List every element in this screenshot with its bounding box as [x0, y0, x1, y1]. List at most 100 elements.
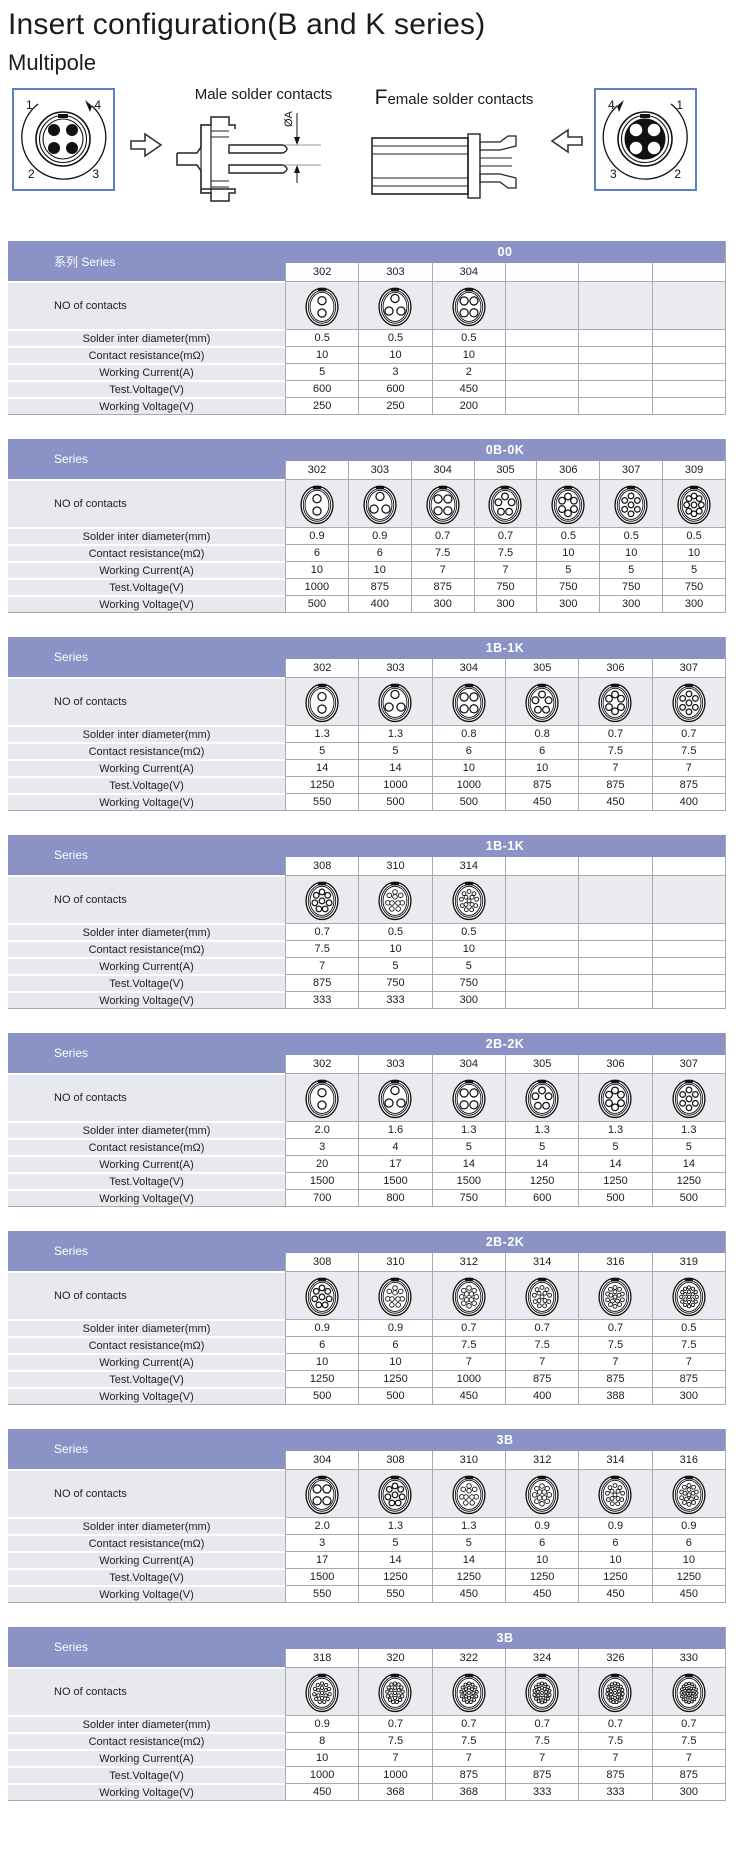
row-label: Contact resistance(mΩ)	[8, 346, 285, 363]
row-label: NO of contacts	[8, 281, 285, 329]
value-cell: 7.5	[285, 940, 359, 957]
value-cell: 400	[347, 595, 411, 612]
value-row-test_voltage: Test.Voltage(V) 1000 1000 875 875 875 875	[8, 1766, 725, 1783]
contacts-icon-cell	[347, 479, 411, 527]
value-cell: 7.5	[578, 1336, 652, 1353]
value-cell: 550	[285, 1585, 359, 1602]
value-cell: 1.3	[651, 1121, 725, 1138]
value-cell	[651, 363, 725, 380]
value-cell: 1.3	[358, 725, 432, 742]
row-label: Working Current(A)	[8, 1749, 285, 1766]
value-cell	[505, 991, 579, 1008]
value-cell: 750	[473, 578, 537, 595]
connector-face-icon	[305, 1673, 339, 1712]
connector-face-icon	[598, 1079, 633, 1118]
value-row-test_voltage: Test.Voltage(V) 1500 1500 1500 1250 1250 1250	[8, 1172, 725, 1189]
contacts-icon-cell	[431, 875, 505, 923]
connector-face-icon	[305, 1277, 339, 1316]
value-cell: 1000	[431, 1370, 505, 1387]
value-cell: 600	[505, 1189, 579, 1206]
contacts-icon-cell	[431, 1469, 505, 1517]
connector-face-icon	[452, 1079, 486, 1118]
series-table-2b-2k-4: Series 2B-2K 302 303 304 305 306 307 NO of conta…	[8, 1033, 726, 1207]
series-name: 0B-0K	[285, 439, 725, 461]
value-cell: 7	[651, 1749, 725, 1766]
value-row-test_voltage: Test.Voltage(V) 1000 875 875 750 750 750 750	[8, 578, 725, 595]
value-cell: 4	[358, 1138, 432, 1155]
value-cell: 500	[578, 1189, 652, 1206]
connector-face-icon	[677, 485, 711, 524]
value-row-working_voltage: Working Voltage(V) 250 250 200	[8, 397, 725, 414]
value-cell: 14	[505, 1155, 579, 1172]
value-cell: 875	[347, 578, 411, 595]
contacts-icon-cell	[285, 1469, 359, 1517]
male-drawing-column: Male solder contacts ØA	[171, 86, 356, 205]
value-row-working_voltage: Working Voltage(V) 500 500 450 400 388 300	[8, 1387, 725, 1404]
value-cell: 450	[578, 793, 652, 810]
value-cell: 500	[431, 793, 505, 810]
connector-face-icon	[672, 683, 706, 722]
connector-face-icon	[452, 881, 486, 920]
page-header: Insert configuration(B and K series) Mul…	[0, 0, 742, 76]
female-pin-label-4: 4	[608, 98, 615, 112]
contacts-icon-cell	[578, 1667, 652, 1715]
value-row-current: Working Current(A) 17 14 14 10 10 10	[8, 1551, 725, 1568]
value-cell: 6	[505, 1534, 579, 1551]
value-cell: 14	[358, 759, 432, 776]
value-cell: 0.5	[358, 329, 432, 346]
value-cell: 7	[651, 759, 725, 776]
column-code	[505, 263, 578, 281]
value-cell: 1000	[358, 1766, 432, 1783]
value-cell	[651, 329, 725, 346]
table-header-right: 3B 304 308 310 312 314 316	[285, 1429, 725, 1469]
value-cell: 750	[599, 578, 663, 595]
value-row-working_voltage: Working Voltage(V) 450 368 368 333 333 300	[8, 1783, 725, 1800]
table-header-row: 系列 Series 00 302 303 304	[8, 241, 725, 281]
value-cell: 875	[431, 1766, 505, 1783]
row-label: Working Current(A)	[8, 957, 285, 974]
value-cell: 7	[431, 1353, 505, 1370]
value-cell: 10	[285, 1749, 359, 1766]
contacts-icon-cell	[599, 479, 663, 527]
column-code: 303	[347, 461, 411, 479]
value-cell: 750	[431, 974, 505, 991]
connector-face-icon	[525, 1475, 559, 1514]
value-cell: 750	[536, 578, 600, 595]
value-row-current: Working Current(A) 5 3 2	[8, 363, 725, 380]
column-code	[651, 263, 725, 281]
value-cell: 7	[651, 1353, 725, 1370]
value-cell	[651, 923, 725, 940]
row-label: Contact resistance(mΩ)	[8, 1138, 285, 1155]
connector-face-icon	[426, 485, 460, 524]
column-code: 307	[651, 1055, 725, 1073]
column-code: 308	[358, 1451, 431, 1469]
value-cell: 6	[285, 544, 348, 561]
value-cell: 10	[431, 759, 505, 776]
value-cell: 0.7	[431, 1319, 505, 1336]
value-cell: 0.9	[285, 527, 348, 544]
value-cell: 0.7	[505, 1715, 579, 1732]
value-row-solder: Solder inter diameter(mm) 2.0 1.6 1.3 1.3 1.3…	[8, 1121, 725, 1138]
series-header-label: Series	[8, 835, 285, 875]
value-cell	[505, 346, 579, 363]
column-code: 312	[505, 1451, 578, 1469]
value-cell: 7	[505, 1749, 579, 1766]
value-cell: 400	[505, 1387, 579, 1404]
value-cell: 1500	[358, 1172, 432, 1189]
series-name: 3B	[285, 1429, 725, 1451]
value-cell	[651, 940, 725, 957]
row-label: Working Voltage(V)	[8, 793, 285, 810]
row-label: Contact resistance(mΩ)	[8, 1336, 285, 1353]
value-cell: 10	[285, 346, 359, 363]
value-row-resistance: Contact resistance(mΩ) 3 5 5 6 6 6	[8, 1534, 725, 1551]
series-header-label: Series	[8, 637, 285, 677]
row-label: Working Current(A)	[8, 1353, 285, 1370]
connector-face-icon	[378, 881, 413, 920]
column-code: 306	[578, 1055, 651, 1073]
value-row-current: Working Current(A) 10 10 7 7 5 5 5	[8, 561, 725, 578]
value-row-resistance: Contact resistance(mΩ) 6 6 7.5 7.5 10 10 10	[8, 544, 725, 561]
connector-face-icon	[551, 485, 585, 524]
column-code: 310	[431, 1451, 505, 1469]
contacts-icon-cell	[431, 1667, 505, 1715]
value-cell: 0.5	[599, 527, 663, 544]
